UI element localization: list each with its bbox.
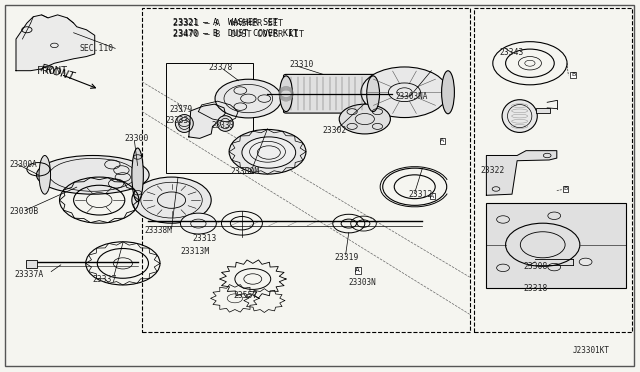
Text: 23379: 23379 [170,105,193,114]
Bar [474,8,632,332]
Text: 23333: 23333 [211,121,234,130]
Ellipse shape [36,155,149,194]
Ellipse shape [502,100,538,132]
Circle shape [242,137,296,168]
Ellipse shape [217,116,233,131]
Text: FRONT: FRONT [40,63,77,82]
Text: 23337: 23337 [93,275,117,283]
Text: 23030B: 23030B [10,207,39,216]
Text: 23318: 23318 [524,284,548,293]
Circle shape [132,177,211,223]
Text: 23300A: 23300A [10,160,37,169]
Ellipse shape [132,148,143,202]
Text: 23319: 23319 [334,253,358,262]
Text: 23300: 23300 [125,134,149,143]
Circle shape [339,104,390,134]
Text: 23303N: 23303N [349,278,376,287]
Text: A: A [440,138,445,143]
Bar [26,260,37,268]
Text: 23322: 23322 [480,166,504,175]
Text: 23470 — B  DUST COVER KIT: 23470 — B DUST COVER KIT [173,30,304,39]
Circle shape [579,258,592,266]
Bar [142,8,470,332]
Ellipse shape [175,115,193,132]
Text: 23343: 23343 [499,48,524,57]
Text: B: B [571,72,575,77]
Ellipse shape [367,76,380,112]
Ellipse shape [442,71,454,114]
Text: J23301KT: J23301KT [573,346,610,355]
Polygon shape [189,104,225,138]
Text: 23557: 23557 [234,291,258,300]
Text: 23303NA: 23303NA [396,92,428,101]
Bar [536,108,550,113]
Circle shape [180,213,216,234]
Circle shape [215,79,282,118]
Polygon shape [16,15,95,71]
Bar [486,203,626,288]
Text: 23302: 23302 [323,126,347,135]
Circle shape [229,129,306,174]
Text: FRONT: FRONT [37,67,68,76]
Text: A: A [355,267,360,273]
Text: B: B [563,186,568,192]
Text: 23313M: 23313M [180,247,210,256]
Text: 23321 — A  WASHER SET: 23321 — A WASHER SET [173,18,278,27]
Text: 23312: 23312 [408,190,433,199]
FancyBboxPatch shape [284,74,376,113]
Text: 23338M: 23338M [144,226,172,235]
Text: 23333: 23333 [165,116,188,125]
Text: SEC.110: SEC.110 [80,44,114,53]
Ellipse shape [39,155,51,194]
Text: 23337A: 23337A [14,270,44,279]
Text: 23313: 23313 [192,234,216,243]
Polygon shape [486,151,557,195]
Circle shape [361,67,448,118]
Text: 23308: 23308 [524,262,548,271]
Text: 23378: 23378 [208,63,232,72]
Text: 23321 — A  WASHER SET: 23321 — A WASHER SET [173,19,283,28]
Bar [166,63,253,173]
Ellipse shape [280,76,292,112]
Text: 23380M: 23380M [230,167,260,176]
Text: 23470 — B  DUST COVER KIT: 23470 — B DUST COVER KIT [173,29,298,38]
Text: A: A [430,194,435,199]
Text: 23310: 23310 [289,60,314,69]
